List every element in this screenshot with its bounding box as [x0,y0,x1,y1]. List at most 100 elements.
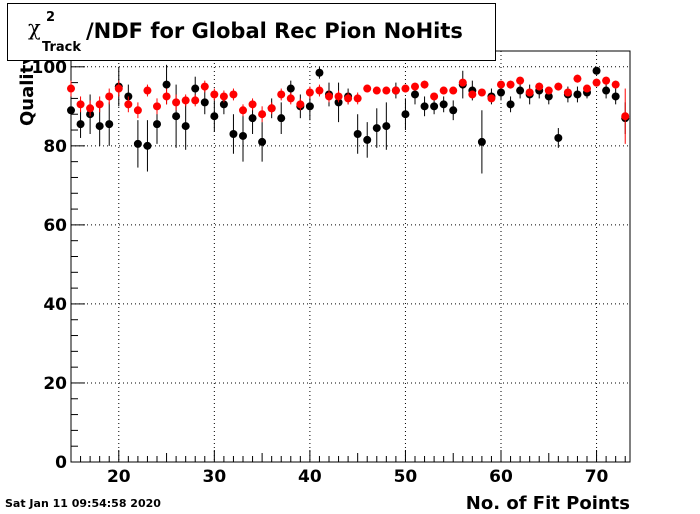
grid-lines [71,51,630,462]
y-tick-label: 60 [43,216,67,236]
y-tick-label: 80 [43,137,67,157]
data-point [573,90,582,99]
data-point [248,114,257,123]
data-point [621,112,630,121]
data-point [363,84,372,93]
data-point [363,135,372,144]
data-point [200,82,209,91]
data-point [143,141,152,150]
title-superscript: 2 [46,10,56,25]
data-point [286,84,295,93]
data-point [411,90,419,99]
plot-frame [70,50,631,463]
data-point [497,80,505,89]
data-point [258,137,267,146]
data-point [602,86,611,95]
data-point [563,88,572,97]
x-tick-label: 50 [394,467,418,487]
data-point [458,78,467,87]
data-point [353,129,362,138]
title-subscript: Track [42,40,81,55]
data-point [439,100,448,109]
data-point [95,122,104,131]
x-tick-label: 20 [107,467,131,487]
chart-title-box: χ 2 Track /NDF for Global Rec Pion NoHit… [7,3,496,61]
data-point [344,94,353,103]
data-point [439,86,448,95]
data-point [554,82,563,91]
data-point [592,66,601,75]
data-point [153,120,161,129]
data-point [277,114,286,123]
data-point [468,90,477,99]
y-tick-label: 0 [55,453,67,473]
y-tick-label: 40 [43,295,67,315]
data-point [592,78,601,87]
x-tick-label: 60 [489,467,513,487]
y-tick-label: 100 [32,58,68,78]
data-point [334,92,343,101]
data-point [525,88,534,97]
data-point [76,100,85,109]
data-point [296,100,305,109]
data-point [611,80,620,89]
data-point [153,102,161,111]
data-point [133,106,142,115]
data-point [162,92,171,101]
data-point [181,96,190,105]
data-point [372,124,381,133]
data-point [143,86,152,95]
data-point [544,86,553,95]
data-point [105,92,114,101]
data-point [172,98,181,107]
data-point [239,131,247,140]
data-point [391,86,400,95]
data-point [267,104,276,113]
x-axis-label: No. of Fit Points [466,493,630,514]
series-1 [67,64,630,174]
data-point [401,110,410,119]
data-point [258,110,267,119]
data-point [516,76,525,85]
data-point [602,76,611,85]
data-point [114,84,123,93]
x-tick-label: 30 [202,467,226,487]
data-point [67,84,75,93]
data-series [67,64,630,174]
data-point [162,80,171,89]
data-point [191,84,200,93]
data-point [210,90,219,99]
data-point [516,86,525,95]
data-point [105,120,114,129]
data-point [554,133,563,142]
y-axis-label: Quality [17,53,38,126]
chart-title: /NDF for Global Rec Pion NoHits [86,19,463,43]
data-point [239,106,247,115]
data-point [430,102,439,111]
data-point [382,86,391,95]
data-point [210,112,219,121]
data-point [286,94,295,103]
data-point [506,100,515,109]
data-point [506,80,515,89]
x-tick-label: 40 [298,467,322,487]
data-point [219,100,228,109]
data-point [477,137,486,146]
data-point [219,92,228,101]
data-point [544,92,553,101]
timestamp-label: Sat Jan 11 09:54:58 2020 [5,497,161,510]
data-point [229,129,238,138]
data-point [133,139,142,148]
data-point [382,122,391,131]
data-point [191,96,200,105]
data-point [305,102,314,111]
data-point [487,94,496,103]
data-point [172,112,181,121]
data-point [583,84,591,93]
data-point [86,104,95,113]
data-point [449,86,458,95]
data-point [67,106,75,115]
axis-ticks [70,50,626,463]
data-point [411,82,419,91]
